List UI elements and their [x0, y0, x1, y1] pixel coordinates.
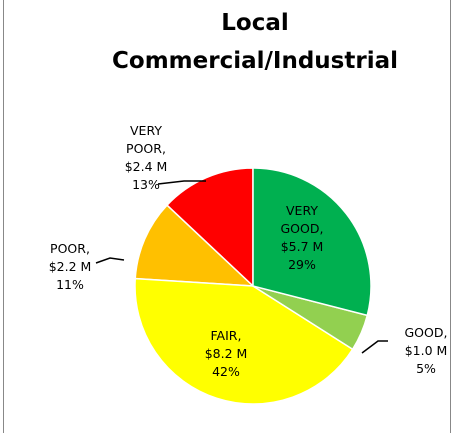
chart-title: Local Commercial/Industrial: [112, 10, 398, 74]
frame: [3, 0, 451, 433]
label-pct: 42%: [212, 364, 240, 379]
label-cat: VERY POOR: [118, 122, 174, 158]
label-amt: $5.7 M: [280, 239, 324, 254]
label-amt: $1.0 M: [404, 343, 448, 358]
label-cat: FAIR: [198, 327, 254, 345]
leader-line: [95, 257, 125, 264]
label-cat: VERY GOOD: [274, 202, 330, 238]
label-amt: $8.2 M: [204, 346, 248, 361]
label-pct: 11%: [56, 277, 84, 292]
label-amt: $2.2 M: [48, 259, 92, 274]
data-label: FAIR$8.2 M 42%: [198, 327, 254, 381]
leader-line: [361, 340, 388, 354]
data-label: GOOD$1.0 M 5%: [398, 324, 454, 378]
data-label: VERY POOR$2.4 M 13%: [118, 122, 174, 194]
leader-line: [157, 180, 206, 185]
label-cat: POOR: [42, 240, 98, 258]
data-label: POOR$2.2 M 11%: [42, 240, 98, 294]
pie-slice: [165, 167, 254, 288]
pie-slice: [134, 204, 256, 287]
label-pct: 13%: [132, 177, 160, 192]
label-cat: GOOD: [398, 324, 454, 342]
label-pct: 5%: [416, 361, 436, 376]
data-label: VERY GOOD$5.7 M 29%: [274, 202, 330, 274]
label-pct: 29%: [288, 257, 316, 272]
label-amt: $2.4 M: [124, 159, 168, 174]
